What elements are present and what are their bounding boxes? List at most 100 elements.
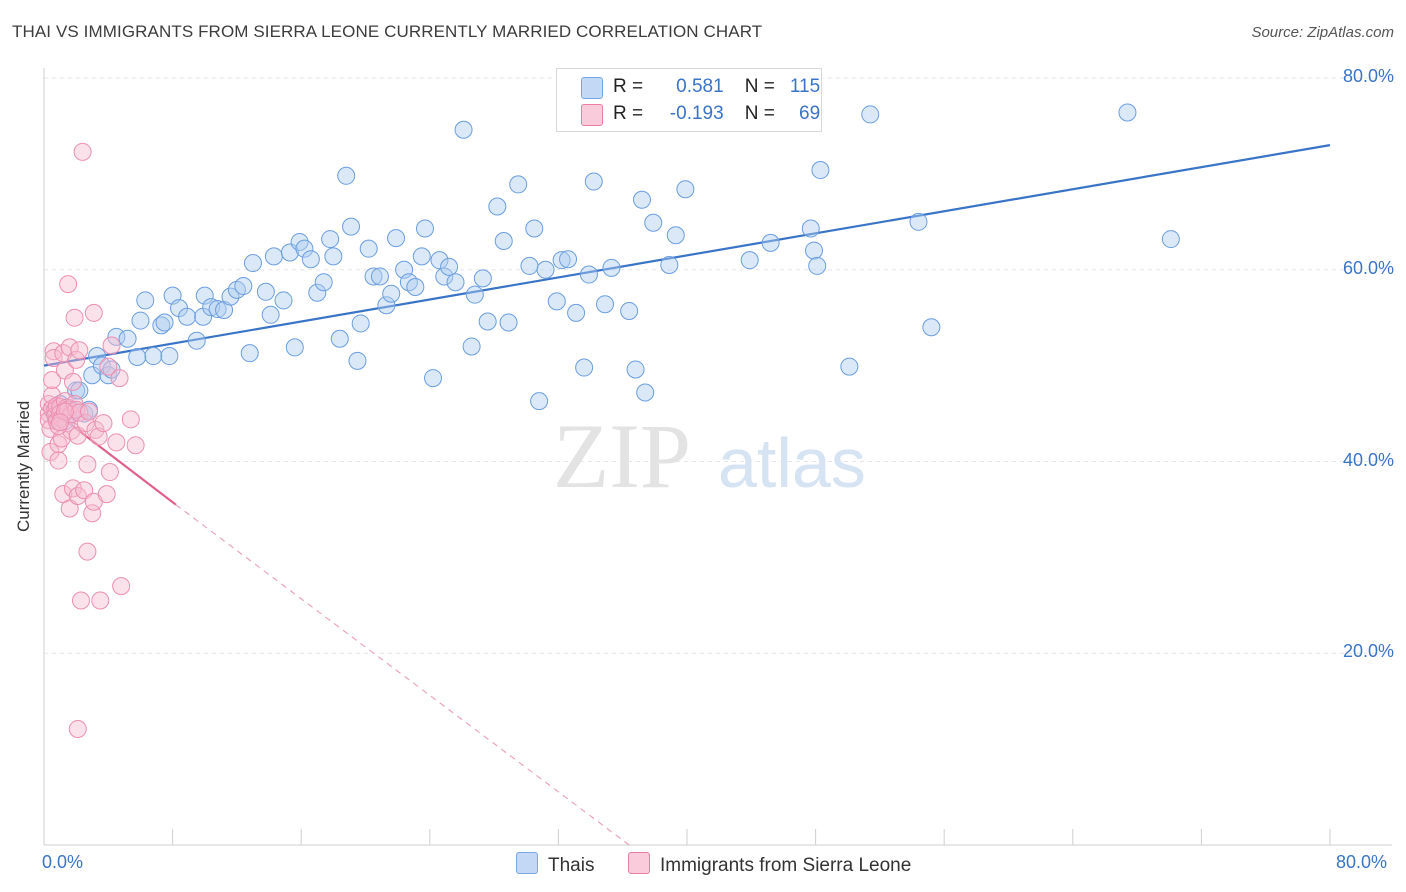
point-thais <box>382 284 401 303</box>
point-thais <box>337 166 356 185</box>
legend-r-label: R = <box>613 103 644 124</box>
point-thais <box>636 383 655 402</box>
point-thais <box>128 347 147 366</box>
point-thais <box>118 329 137 348</box>
point-thais <box>465 285 484 304</box>
point-thais <box>478 312 497 331</box>
point-sierra-leone <box>70 341 89 360</box>
point-thais <box>178 307 197 326</box>
point-thais <box>626 360 645 379</box>
point-sierra-leone <box>43 371 62 390</box>
watermark-atlas: atlas <box>718 424 866 502</box>
point-thais <box>377 296 396 315</box>
point-sierra-leone <box>73 142 92 161</box>
data-points <box>39 103 1180 738</box>
y-tick-label: 60.0% <box>1342 257 1394 278</box>
point-thais <box>740 251 759 270</box>
point-thais <box>370 267 389 286</box>
point-sierra-leone <box>110 369 129 388</box>
point-thais <box>808 256 827 275</box>
point-thais <box>144 347 163 366</box>
point-thais <box>155 313 174 332</box>
point-thais <box>107 327 126 346</box>
point-sierra-leone <box>84 303 103 322</box>
point-thais <box>359 239 378 258</box>
point-thais <box>261 305 280 324</box>
point-thais <box>575 358 594 377</box>
point-thais <box>187 331 206 350</box>
point-thais <box>92 356 111 375</box>
point-sierra-leone <box>91 591 110 610</box>
point-thais <box>1161 230 1180 249</box>
point-thais <box>761 233 780 252</box>
point-thais <box>530 392 549 411</box>
point-thais <box>430 251 449 270</box>
point-thais <box>387 229 406 248</box>
point-thais <box>1118 103 1137 122</box>
bottom-legend-swatch-sierra-leone <box>628 852 650 874</box>
point-thais <box>435 267 454 286</box>
point-sierra-leone <box>67 350 86 369</box>
point-sierra-leone <box>102 336 121 355</box>
point-thais <box>440 257 459 276</box>
point-thais <box>861 105 880 124</box>
point-thais <box>922 318 941 337</box>
bottom-legend-swatch-thais <box>516 852 538 874</box>
point-thais <box>221 287 240 306</box>
point-sierra-leone <box>126 436 145 455</box>
point-sierra-leone <box>65 308 84 327</box>
point-thais <box>559 250 578 269</box>
point-sierra-leone <box>63 372 82 391</box>
chart-title: THAI VS IMMIGRANTS FROM SIERRA LEONE CUR… <box>12 22 763 41</box>
legend-n-value-sierra-leone: 69 <box>799 103 821 124</box>
bottom-legend-label-sierra-leone: Immigrants from Sierra Leone <box>660 855 912 876</box>
point-thais <box>644 213 663 232</box>
point-thais <box>83 366 102 385</box>
point-thais <box>240 344 259 363</box>
watermark: ZIP atlas <box>553 405 866 507</box>
point-thais <box>264 247 283 266</box>
point-thais <box>632 190 651 209</box>
point-sierra-leone <box>70 403 89 422</box>
point-thais <box>454 120 473 139</box>
point-sierra-leone <box>99 357 118 376</box>
point-sierra-leone <box>59 275 78 294</box>
point-sierra-leone <box>76 414 95 433</box>
point-thais <box>525 219 544 238</box>
point-thais <box>602 258 621 277</box>
point-thais <box>446 273 465 292</box>
point-thais <box>462 337 481 356</box>
point-thais <box>152 316 171 335</box>
bottom-legend-sierra-leone: Immigrants from Sierra Leone <box>628 852 911 878</box>
source-label: Source: ZipAtlas.com <box>1251 24 1394 41</box>
point-thais <box>509 175 528 194</box>
point-thais <box>415 219 434 238</box>
point-sierra-leone <box>68 719 87 738</box>
point-thais <box>131 311 150 330</box>
point-thais <box>330 329 349 348</box>
point-thais <box>295 239 314 258</box>
point-thais <box>579 265 598 284</box>
point-thais <box>811 161 830 180</box>
point-thais <box>351 314 370 333</box>
point-thais <box>424 369 443 388</box>
points-sierra-leone <box>39 142 145 738</box>
point-thais <box>301 250 320 269</box>
point-thais <box>488 197 507 216</box>
point-sierra-leone <box>75 481 94 500</box>
legend-n-label: N = <box>744 76 775 97</box>
point-thais <box>676 180 695 199</box>
point-sierra-leone <box>94 414 113 433</box>
point-sierra-leone <box>49 435 68 454</box>
point-thais <box>596 295 615 314</box>
point-sierra-leone <box>78 455 97 474</box>
point-thais <box>243 254 262 273</box>
point-thais <box>314 273 333 292</box>
legend-r-value-thais: 0.581 <box>676 76 724 97</box>
bottom-legend-label-thais: Thais <box>548 855 595 876</box>
point-thais <box>412 247 431 266</box>
stats-legend: R = 0.581 N = 115 R = -0.193 N = 69 <box>556 68 822 132</box>
point-sierra-leone <box>112 577 131 596</box>
point-thais <box>348 351 367 370</box>
